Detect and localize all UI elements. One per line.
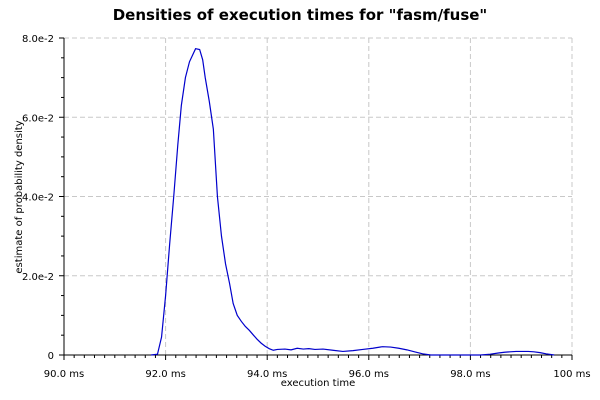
tick-labels: 90.0 ms 92.0 ms 94.0 ms 96.0 ms 98.0 ms 100 m…: [22, 34, 591, 380]
x-tick-label: 90.0 ms: [44, 369, 84, 380]
x-tick-label: 92.0 ms: [145, 369, 185, 380]
x-tick-label: 98.0 ms: [450, 369, 490, 380]
x-tick-label: 94.0 ms: [247, 369, 287, 380]
x-tick-label: 96.0 ms: [349, 369, 389, 380]
grid-lines: [64, 37, 573, 355]
y-tick-label: 8.0e-2: [22, 34, 54, 45]
x-axis-label: execution time: [281, 378, 356, 389]
y-axis-label: estimate of probability density: [14, 120, 25, 273]
y-tick-label: 2.0e-2: [22, 272, 54, 283]
chart-title: Densities of execution times for "fasm/f…: [113, 6, 488, 24]
series-layer: [150, 48, 555, 356]
axes: [59, 37, 573, 360]
x-tick-label: 100 ms: [553, 369, 590, 380]
y-tick-label: 0: [48, 351, 54, 362]
y-tick-label: 6.0e-2: [22, 113, 54, 124]
density-line: [150, 48, 555, 356]
y-tick-label: 4.0e-2: [22, 193, 54, 204]
